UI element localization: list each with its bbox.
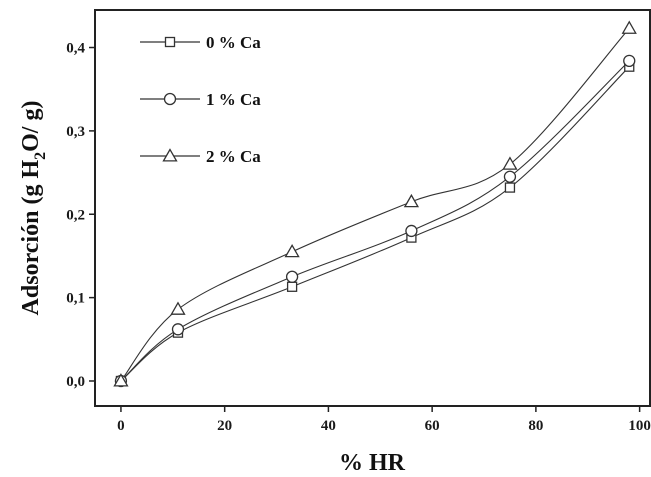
- data-point-square: [286, 281, 298, 292]
- legend-marker-circle: [163, 92, 177, 106]
- plot-frame: [94, 9, 651, 407]
- y-tick-label: 0,4: [66, 41, 85, 57]
- y-tick-label: 0,0: [66, 374, 85, 390]
- data-point-circle: [623, 54, 636, 68]
- data-point-triangle: [170, 301, 186, 315]
- y-tick-label: 0,1: [66, 291, 85, 307]
- data-point-circle: [285, 270, 299, 283]
- x-axis-title: % HR: [339, 450, 406, 476]
- x-axis-ticks: 0 20 40 60 80 100: [117, 406, 651, 434]
- x-tick-label: 60: [425, 418, 440, 434]
- legend-label: 1 % Ca: [206, 90, 261, 109]
- y-axis-title-part-1: Adsorción (g H: [18, 160, 44, 316]
- legend-label: 2 % Ca: [206, 147, 261, 166]
- data-point-triangle: [113, 373, 129, 387]
- data-point-circle: [171, 323, 185, 336]
- data-point-triangle: [502, 156, 518, 170]
- y-tick-label: 0,2: [66, 207, 85, 223]
- x-tick-label: 80: [528, 418, 543, 434]
- series-line-square: [120, 66, 630, 382]
- y-axis-title-part-2: O/ g): [18, 101, 44, 152]
- legend: 0 % Ca 1 % Ca 2 % Ca: [140, 33, 261, 166]
- data-point-triangle: [621, 20, 637, 34]
- x-tick-label: 20: [217, 418, 232, 434]
- x-tick-label: 0: [117, 418, 125, 434]
- data-point-circle: [503, 170, 517, 183]
- y-axis-ticks: 0,0 0,1 0,2 0,3 0,4: [66, 41, 95, 390]
- series-line-circle: [120, 60, 630, 382]
- x-tick-label: 40: [321, 418, 336, 434]
- series-line-triangle: [120, 27, 630, 382]
- x-tick-label: 100: [628, 418, 651, 434]
- data-point-triangle: [403, 193, 420, 208]
- data-point-circle: [405, 224, 418, 238]
- legend-label: 0 % Ca: [206, 33, 261, 52]
- y-axis-title-subscript: 2: [32, 152, 49, 160]
- data-point-square: [504, 182, 516, 193]
- y-axis-title: Adsorción (g H2O/ g): [18, 101, 49, 316]
- y-tick-label: 0,3: [66, 124, 85, 140]
- legend-marker-triangle: [162, 148, 178, 162]
- data-point-triangle: [284, 243, 300, 258]
- series-markers: [113, 20, 637, 388]
- legend-marker-square: [164, 36, 176, 48]
- series-curves: [120, 27, 630, 382]
